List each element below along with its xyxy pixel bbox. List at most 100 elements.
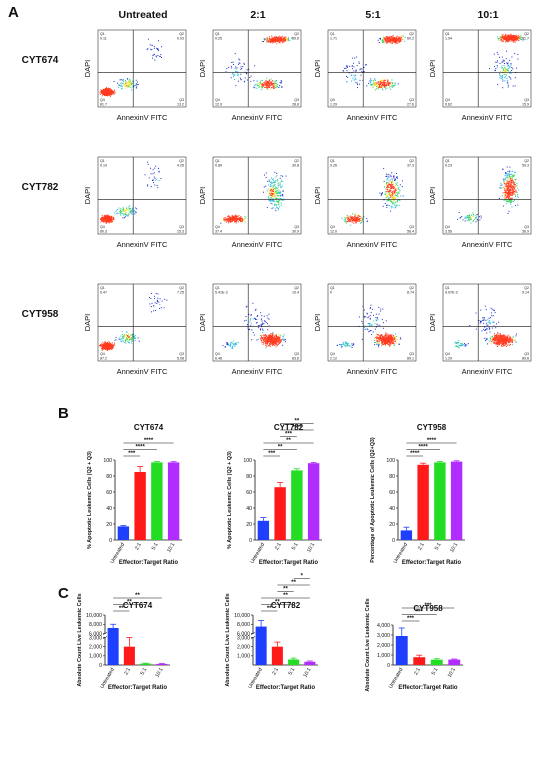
event-dot	[242, 66, 244, 68]
event-dot	[515, 195, 517, 197]
event-dot	[345, 67, 347, 69]
event-dot	[274, 335, 276, 337]
event-dot	[377, 87, 379, 89]
event-dot	[267, 337, 269, 339]
event-dot	[395, 182, 397, 184]
event-dot	[107, 220, 109, 222]
event-dot	[392, 40, 394, 42]
event-dot	[236, 220, 238, 222]
event-dot	[359, 219, 361, 221]
event-dot	[355, 221, 357, 223]
quadrant-value-q4: 80.3	[100, 230, 107, 234]
event-dot	[392, 180, 394, 182]
event-dot	[509, 201, 511, 203]
event-dot	[499, 75, 501, 77]
event-dot	[273, 194, 275, 196]
quadrant-name-q3: Q3	[179, 225, 184, 229]
event-dot	[382, 39, 384, 41]
event-dot	[105, 94, 107, 96]
event-dot	[281, 86, 283, 88]
quadrant-value-q4: 81.7	[100, 103, 107, 107]
event-dot	[376, 83, 378, 85]
event-dot	[344, 67, 346, 69]
event-dot	[235, 70, 237, 72]
event-dot	[511, 192, 513, 194]
event-dot	[248, 68, 250, 70]
event-dot	[276, 192, 278, 194]
event-dot	[502, 34, 504, 36]
event-dot	[381, 87, 383, 89]
event-dot	[252, 318, 254, 320]
event-dot	[393, 195, 395, 197]
event-dot	[122, 210, 124, 212]
event-dot	[111, 342, 113, 344]
event-dot	[384, 86, 386, 88]
event-dot	[517, 38, 519, 40]
event-dot	[119, 79, 121, 81]
event-dot	[118, 85, 120, 87]
event-dot	[113, 80, 115, 82]
event-dot	[270, 340, 272, 342]
event-dot	[108, 345, 110, 347]
event-dot	[513, 35, 515, 37]
event-dot	[516, 39, 518, 41]
event-dot	[157, 297, 159, 299]
event-dot	[511, 180, 513, 182]
event-dot	[225, 218, 227, 220]
event-dot	[387, 38, 389, 40]
event-dot	[507, 86, 509, 88]
event-dot	[507, 212, 509, 214]
quadrant-value-q3: 15.3	[177, 230, 184, 234]
event-dot	[262, 339, 264, 341]
event-dot	[509, 199, 511, 201]
event-dot	[507, 193, 509, 195]
event-dot	[268, 41, 270, 43]
event-dot	[505, 197, 507, 199]
event-dot	[500, 187, 502, 189]
event-dot	[268, 184, 270, 186]
event-dot	[247, 324, 249, 326]
event-dot	[110, 90, 112, 92]
event-dot	[127, 335, 129, 337]
event-dot	[102, 220, 104, 222]
event-dot	[458, 211, 460, 213]
event-dot	[505, 172, 507, 174]
event-dot	[280, 82, 282, 84]
quadrant-value-q3: 28.8	[292, 103, 299, 107]
event-dot	[384, 202, 386, 204]
event-dot	[510, 197, 512, 199]
event-dot	[148, 177, 150, 179]
event-dot	[231, 218, 233, 220]
event-dot	[272, 334, 274, 336]
event-dot	[273, 339, 275, 341]
event-dot	[399, 190, 401, 192]
event-dot	[241, 220, 243, 222]
event-dot	[271, 333, 273, 335]
event-dot	[500, 184, 502, 186]
event-dot	[158, 40, 160, 42]
event-dot	[269, 189, 271, 191]
event-dot	[358, 220, 360, 222]
event-dot	[280, 37, 282, 39]
event-dot	[391, 182, 393, 184]
event-dot	[122, 340, 124, 342]
event-dot	[228, 220, 230, 222]
event-dot	[379, 192, 381, 194]
event-dot	[249, 328, 251, 330]
event-dot	[353, 70, 355, 72]
event-dot	[347, 218, 349, 220]
event-dot	[508, 185, 510, 187]
event-dot	[279, 186, 281, 188]
event-dot	[111, 345, 113, 347]
event-dot	[469, 216, 471, 218]
event-dot	[263, 336, 265, 338]
event-dot	[510, 183, 512, 185]
event-dot	[153, 53, 155, 55]
event-dot	[362, 79, 364, 81]
event-dot	[264, 82, 266, 84]
event-dot	[150, 48, 152, 50]
event-dot	[278, 200, 280, 202]
event-dot	[254, 317, 256, 319]
event-dot	[239, 218, 241, 220]
event-dot	[272, 185, 274, 187]
